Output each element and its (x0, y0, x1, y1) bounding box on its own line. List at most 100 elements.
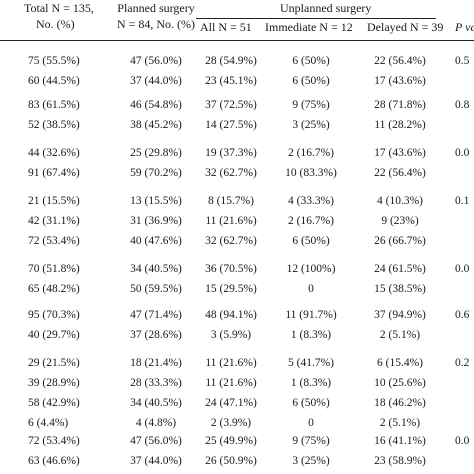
col-header-total-line2: No. (%) (36, 17, 75, 31)
delayed-cell: 15 (38.5%) (374, 283, 426, 295)
delayed-cell: 17 (43.6%) (374, 147, 426, 159)
p-value-cell: 0.1 (455, 195, 470, 207)
total-cell: 91 (67.4%) (28, 167, 80, 179)
p-value-cell: 0.0 (455, 147, 470, 159)
delayed-cell: 37 (94.9%) (374, 309, 426, 321)
total-cell: 52 (38.5%) (28, 119, 80, 131)
delayed-cell: 9 (23%) (381, 215, 419, 227)
unplanned-all-cell: 26 (50.9%) (205, 455, 257, 467)
immediate-cell: 9 (75%) (292, 435, 330, 447)
col-header-planned: Planned surgery N = 84, No. (%) (106, 0, 206, 32)
planned-cell: 47 (56.0%) (130, 435, 182, 447)
unplanned-all-cell: 28 (54.9%) (205, 55, 257, 67)
unplanned-all-cell: 32 (62.7%) (205, 235, 257, 247)
immediate-cell: 2 (16.7%) (288, 215, 334, 227)
planned-cell: 13 (15.5%) (130, 195, 182, 207)
planned-cell: 46 (54.8%) (130, 99, 182, 111)
unplanned-all-cell: 3 (5.9%) (210, 329, 252, 341)
p-value-cell: 0.6 (455, 309, 470, 321)
planned-cell: 47 (71.4%) (130, 309, 182, 321)
total-cell: 42 (31.1%) (28, 215, 80, 227)
unplanned-all-cell: 36 (70.5%) (205, 263, 257, 275)
immediate-cell: 6 (50%) (292, 75, 330, 87)
immediate-cell: 2 (16.7%) (288, 147, 334, 159)
delayed-cell: 24 (61.5%) (374, 263, 426, 275)
delayed-cell: 16 (41.1%) (374, 435, 426, 447)
delayed-cell: 18 (46.2%) (374, 397, 426, 409)
delayed-cell: 6 (15.4%) (377, 357, 423, 369)
immediate-cell: 5 (41.7%) (288, 357, 334, 369)
total-cell: 60 (44.5%) (28, 75, 80, 87)
total-cell: 40 (29.7%) (28, 329, 80, 341)
immediate-cell: 6 (50%) (292, 235, 330, 247)
p-value-cell: 0.0 (455, 435, 470, 447)
immediate-cell: 12 (100%) (286, 263, 336, 275)
immediate-cell: 4 (33.3%) (288, 195, 334, 207)
unplanned-all-cell: 24 (47.1%) (205, 397, 257, 409)
col-header-unplanned: Unplanned surgery (280, 1, 372, 15)
col-header-planned-line1: Planned surgery (117, 1, 195, 15)
immediate-cell: 6 (50%) (292, 55, 330, 67)
total-cell: 75 (55.5%) (28, 55, 80, 67)
col-header-total-line1: Total N = 135, (24, 1, 94, 15)
planned-cell: 37 (44.0%) (130, 455, 182, 467)
p-value-cell: 0.2 (455, 357, 470, 369)
delayed-cell: 22 (56.4%) (374, 167, 426, 179)
col-header-all: All N = 51 (200, 20, 252, 34)
immediate-cell: 9 (75%) (292, 99, 330, 111)
unplanned-all-cell: 32 (62.7%) (205, 167, 257, 179)
planned-cell: 31 (36.9%) (130, 215, 182, 227)
planned-cell: 47 (56.0%) (130, 55, 182, 67)
immediate-cell: 1 (8.3%) (290, 329, 332, 341)
total-cell: 63 (46.6%) (28, 455, 80, 467)
total-cell: 44 (32.6%) (28, 147, 80, 159)
delayed-cell: 22 (56.4%) (374, 55, 426, 67)
p-value-cell: 0.5 (455, 55, 470, 67)
total-cell: 72 (53.4%) (28, 435, 80, 447)
total-cell: 58 (42.9%) (28, 397, 80, 409)
unplanned-all-cell: 2 (3.9%) (210, 417, 252, 429)
immediate-cell: 3 (25%) (292, 119, 330, 131)
unplanned-all-cell: 15 (29.5%) (205, 283, 257, 295)
col-header-total: Total N = 135, No. (%) (24, 0, 94, 32)
total-cell: 21 (15.5%) (28, 195, 80, 207)
immediate-cell: 10 (83.3%) (285, 167, 337, 179)
unplanned-all-cell: 11 (21.6%) (205, 357, 257, 369)
unplanned-span-rule (196, 18, 436, 19)
col-header-p-value: P va (455, 20, 474, 34)
total-cell: 6 (4.4%) (28, 417, 69, 429)
planned-cell: 28 (33.3%) (130, 377, 182, 389)
total-cell: 39 (28.9%) (28, 377, 80, 389)
planned-cell: 25 (29.8%) (130, 147, 182, 159)
delayed-cell: 28 (71.8%) (374, 99, 426, 111)
delayed-cell: 23 (58.9%) (374, 455, 426, 467)
planned-cell: 4 (4.8%) (135, 417, 177, 429)
header-bottom-rule (0, 40, 474, 41)
planned-cell: 59 (70.2%) (130, 167, 182, 179)
total-cell: 29 (21.5%) (28, 357, 80, 369)
total-cell: 70 (51.8%) (28, 263, 80, 275)
immediate-cell: 0 (308, 417, 314, 429)
total-cell: 65 (48.2%) (28, 283, 80, 295)
unplanned-all-cell: 19 (37.3%) (205, 147, 257, 159)
total-cell: 95 (70.3%) (28, 309, 80, 321)
unplanned-all-cell: 11 (21.6%) (205, 215, 257, 227)
planned-cell: 38 (45.2%) (130, 119, 182, 131)
col-header-planned-line2: N = 84, No. (%) (116, 17, 196, 31)
planned-cell: 34 (40.5%) (130, 397, 182, 409)
unplanned-all-cell: 37 (72.5%) (205, 99, 257, 111)
immediate-cell: 1 (8.3%) (290, 377, 332, 389)
immediate-cell: 11 (91.7%) (285, 309, 337, 321)
total-cell: 72 (53.4%) (28, 235, 80, 247)
unplanned-all-cell: 11 (21.6%) (205, 377, 257, 389)
col-header-delayed: Delayed N = 39 (367, 20, 444, 34)
planned-cell: 37 (28.6%) (130, 329, 182, 341)
immediate-cell: 3 (25%) (292, 455, 330, 467)
delayed-cell: 2 (5.1%) (379, 329, 421, 341)
delayed-cell: 26 (66.7%) (374, 235, 426, 247)
immediate-cell: 0 (308, 283, 314, 295)
planned-cell: 18 (21.4%) (130, 357, 182, 369)
planned-cell: 34 (40.5%) (130, 263, 182, 275)
planned-cell: 50 (59.5%) (130, 283, 182, 295)
planned-cell: 37 (44.0%) (130, 75, 182, 87)
